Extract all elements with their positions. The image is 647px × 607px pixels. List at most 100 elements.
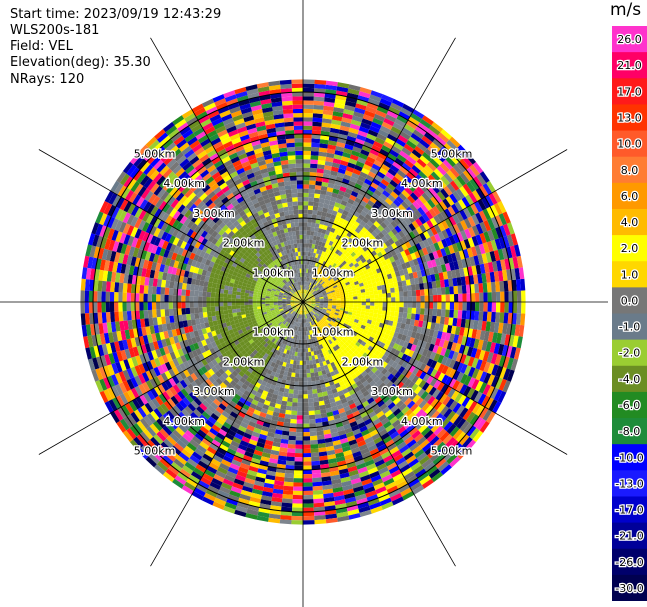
- velocity-gate: [431, 121, 444, 133]
- velocity-gate: [225, 178, 234, 186]
- velocity-gate: [394, 172, 404, 182]
- velocity-gate: [309, 278, 313, 283]
- velocity-gate: [396, 154, 407, 163]
- velocity-gate: [211, 171, 221, 180]
- velocity-gate: [416, 270, 423, 278]
- velocity-gate: [152, 309, 157, 318]
- velocity-gate: [287, 151, 296, 156]
- velocity-gate: [186, 136, 198, 146]
- velocity-gate: [299, 239, 303, 244]
- velocity-gate: [277, 207, 284, 213]
- velocity-gate: [276, 177, 284, 183]
- velocity-gate: [201, 237, 208, 246]
- velocity-gate: [348, 262, 354, 268]
- velocity-gate: [201, 214, 210, 223]
- velocity-gate: [328, 254, 333, 260]
- velocity-gate: [350, 272, 356, 278]
- velocity-gate: [308, 264, 311, 270]
- velocity-gate: [423, 164, 434, 175]
- velocity-gate: [399, 131, 411, 140]
- velocity-gate: [333, 286, 339, 290]
- velocity-gate: [274, 275, 280, 280]
- velocity-gate: [229, 106, 241, 114]
- velocity-gate: [356, 134, 367, 142]
- velocity-gate: [437, 240, 445, 250]
- velocity-gate: [290, 290, 295, 294]
- velocity-gate: [143, 293, 148, 302]
- velocity-gate: [250, 272, 256, 278]
- velocity-gate: [314, 409, 321, 415]
- velocity-gate: [306, 260, 310, 265]
- velocity-gate: [186, 236, 194, 245]
- velocity-gate: [395, 259, 402, 266]
- velocity-gate: [273, 191, 281, 197]
- velocity-gate: [291, 79, 303, 84]
- velocity-gate: [207, 179, 217, 188]
- velocity-gate: [195, 131, 207, 140]
- velocity-gate: [319, 139, 329, 145]
- velocity-gate: [249, 135, 260, 143]
- velocity-gate: [337, 82, 350, 89]
- velocity-gate: [426, 128, 438, 139]
- velocity-gate: [222, 174, 232, 183]
- velocity-gate: [164, 309, 170, 317]
- velocity-gate: [353, 242, 360, 249]
- velocity-gate: [365, 242, 372, 250]
- velocity-gate: [247, 92, 260, 100]
- velocity-gate: [244, 119, 256, 127]
- velocity-gate: [307, 205, 314, 211]
- velocity-gate: [396, 214, 405, 223]
- velocity-gate: [282, 104, 293, 110]
- velocity-gate: [359, 200, 368, 207]
- velocity-gate: [189, 139, 201, 150]
- velocity-gate: [332, 247, 338, 253]
- velocity-gate: [292, 490, 303, 496]
- velocity-gate: [294, 247, 298, 253]
- velocity-gate: [419, 118, 432, 129]
- velocity-gate: [412, 271, 419, 279]
- velocity-gate: [97, 291, 102, 302]
- velocity-gate: [218, 221, 226, 229]
- velocity-gate: [308, 293, 313, 297]
- velocity-gate: [292, 288, 296, 293]
- velocity-gate: [312, 393, 319, 399]
- velocity-gate: [297, 281, 300, 286]
- velocity-gate: [346, 259, 352, 265]
- velocity-gate: [276, 134, 286, 141]
- velocity-gate: [348, 180, 356, 187]
- velocity-gate: [316, 168, 325, 174]
- velocity-gate: [421, 180, 431, 190]
- velocity-gate: [277, 285, 282, 290]
- velocity-gate: [327, 297, 333, 300]
- velocity-gate: [271, 182, 279, 189]
- velocity-gate: [159, 165, 170, 176]
- velocity-gate: [303, 390, 308, 395]
- velocity-gate: [259, 260, 265, 266]
- velocity-gate: [347, 243, 354, 249]
- velocity-gate: [289, 218, 295, 224]
- velocity-gate: [444, 279, 450, 288]
- velocity-gate: [200, 118, 212, 128]
- velocity-gate: [309, 282, 313, 288]
- velocity-gate: [333, 107, 345, 114]
- velocity-gate: [506, 234, 514, 247]
- velocity-gate: [286, 240, 291, 246]
- velocity-gate: [221, 245, 229, 252]
- velocity-gate: [437, 178, 447, 189]
- velocity-gate: [347, 277, 353, 282]
- velocity-gate: [252, 143, 262, 151]
- velocity-gate: [321, 290, 327, 294]
- velocity-gate: [340, 200, 348, 207]
- velocity-gate: [324, 160, 333, 167]
- velocity-gate: [246, 220, 253, 228]
- velocity-gate: [202, 296, 207, 302]
- velocity-gate: [160, 222, 169, 232]
- velocity-gate: [395, 138, 406, 148]
- velocity-gate: [252, 296, 258, 300]
- velocity-gate: [297, 398, 303, 403]
- velocity-gate: [370, 181, 379, 190]
- velocity-gate: [293, 239, 297, 244]
- velocity-gate: [169, 161, 180, 172]
- velocity-gate: [185, 289, 191, 297]
- velocity-gate: [396, 114, 408, 124]
